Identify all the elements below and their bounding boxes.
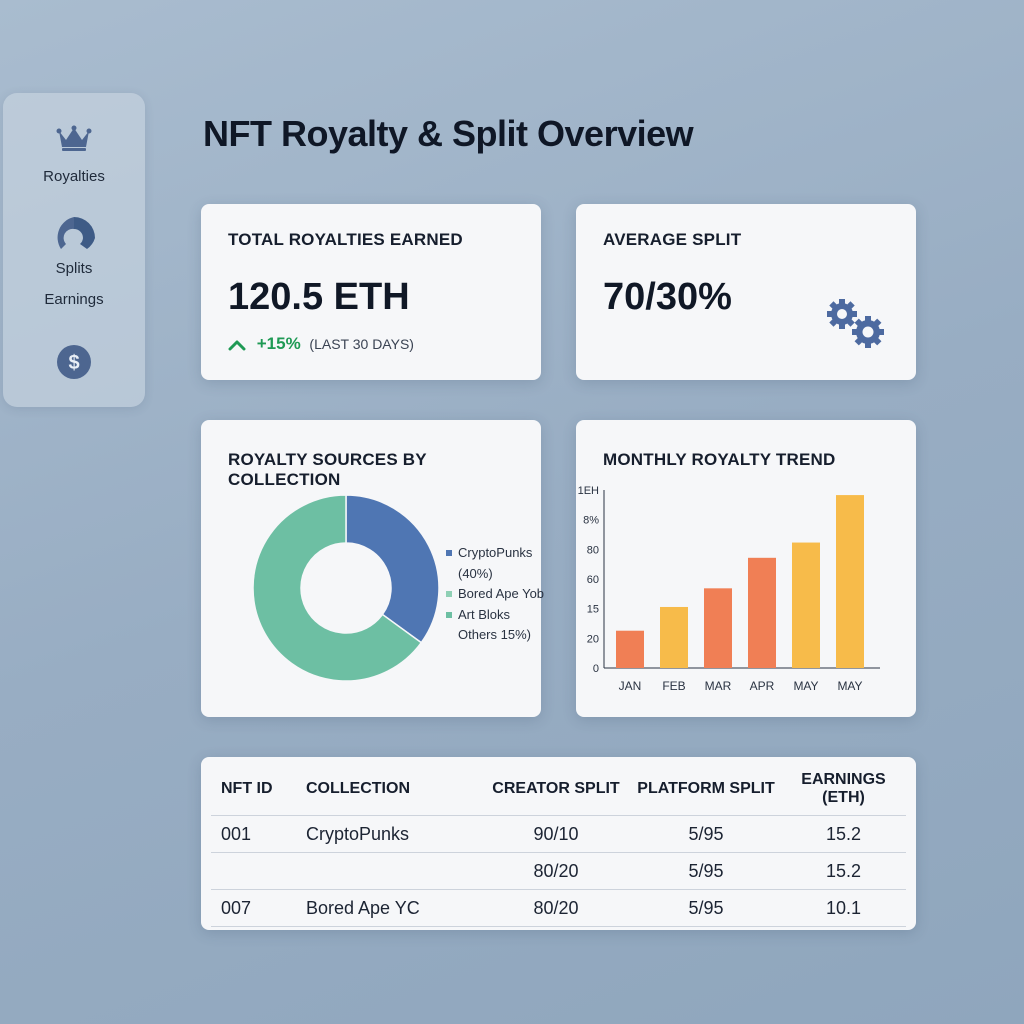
- legend-item: Art Bloks: [446, 605, 544, 626]
- cell-collection: Bored Ape YC: [306, 889, 481, 927]
- average-split-card: AVERAGE SPLIT 70/30%: [576, 204, 916, 380]
- cell-nft-id: [211, 852, 306, 890]
- column-header-nft-id[interactable]: NFT ID: [211, 771, 306, 816]
- bar[interactable]: [704, 588, 732, 668]
- legend-label: Art Bloks: [458, 606, 511, 622]
- cell-earnings: 15.2: [781, 852, 906, 890]
- legend-label: Bored Ape Yob: [458, 586, 545, 601]
- chart-legend: CryptoPunks (40%) Bored Ape Yob Art Bloks Ot…: [446, 543, 544, 646]
- cell-creator-split: 90/10: [481, 815, 631, 853]
- page-title: NFT Royalty & Split Overview: [203, 113, 694, 154]
- cell-collection: CryptoPunks: [306, 815, 481, 853]
- bar[interactable]: [792, 542, 820, 668]
- pie-chart-icon[interactable]: [53, 217, 95, 249]
- column-header-creator-split[interactable]: CREATOR SPLIT: [481, 771, 631, 816]
- bar[interactable]: [836, 495, 864, 668]
- sidebar-item-splits[interactable]: Splits: [55, 260, 93, 277]
- change-percent: +15%: [256, 334, 301, 353]
- cell-collection: [306, 852, 481, 890]
- table-header-row: NFT ID COLLECTION CREATOR SPLIT PLATFORM…: [211, 771, 906, 816]
- y-tick-label: 20: [587, 633, 599, 645]
- splits-table-card: NFT ID COLLECTION CREATOR SPLIT PLATFORM…: [201, 757, 916, 930]
- y-tick-label: 1EH: [578, 485, 599, 497]
- cell-platform-split: 5/95: [631, 815, 781, 853]
- x-tick-label: MAY: [793, 679, 818, 693]
- total-royalties-card: TOTAL ROYALTIES EARNED 120.5 ETH +15% (L…: [201, 204, 541, 380]
- y-tick-label: 60: [587, 574, 599, 586]
- donut-slice: [345, 494, 440, 644]
- monthly-trend-card: MONTHLY ROYALTY TREND 0 20 15 60 80 8% 1EH JAN F…: [576, 420, 916, 717]
- cell-creator-split: 80/20: [481, 852, 631, 890]
- y-tick-label: 15: [587, 604, 599, 616]
- donut-chart: [252, 494, 440, 682]
- y-tick-label: 8%: [583, 515, 599, 527]
- bar[interactable]: [660, 606, 688, 668]
- bar-chart: 0 20 15 60 80 8% 1EH JAN FEB MAR APR MAY MAY: [578, 485, 880, 693]
- total-royalties-value: 120.5 ETH: [228, 276, 410, 318]
- x-tick-label: MAY: [837, 679, 862, 693]
- legend-item: (40%): [446, 564, 544, 585]
- royalty-sources-card: ROYALTY SOURCES BY COLLECTION CryptoPunk…: [201, 420, 544, 717]
- y-tick-label: 0: [593, 663, 599, 675]
- table-row[interactable]: 001 CryptoPunks 90/10 5/95 15.2: [211, 815, 906, 853]
- card-title: MONTHLY ROYALTY TREND: [603, 450, 836, 469]
- card-title: AVERAGE SPLIT: [603, 230, 742, 249]
- bar[interactable]: [616, 630, 644, 668]
- table-row[interactable]: 80/20 5/95 15.2: [211, 852, 906, 890]
- legend-item: Others 15%): [446, 625, 544, 646]
- bar[interactable]: [748, 557, 776, 668]
- chevron-up-icon: [228, 340, 246, 351]
- crown-icon[interactable]: [56, 123, 92, 153]
- legend-item: CryptoPunks: [446, 543, 544, 564]
- cell-creator-split: 80/20: [481, 889, 631, 927]
- legend-swatch: [446, 611, 452, 618]
- legend-label: CryptoPunks: [458, 545, 533, 560]
- legend-swatch: [446, 591, 452, 597]
- x-tick-label: MAR: [705, 679, 732, 693]
- donut-slice: [252, 494, 423, 682]
- column-header-platform-split[interactable]: PLATFORM SPLIT: [631, 771, 781, 816]
- x-tick-label: APR: [750, 679, 775, 693]
- change-note: (LAST 30 DAYS): [309, 336, 414, 352]
- gears-icon: [827, 299, 884, 348]
- sidebar: Royalties Splits Earnings $: [3, 93, 145, 407]
- change-indicator: +15% (LAST 30 DAYS): [228, 334, 414, 354]
- sidebar-item-earnings[interactable]: Earnings: [44, 291, 104, 308]
- legend-swatch: [446, 550, 452, 556]
- dollar-icon[interactable]: $: [56, 344, 92, 380]
- splits-table: NFT ID COLLECTION CREATOR SPLIT PLATFORM…: [211, 771, 906, 927]
- card-title: ROYALTY SOURCES BY COLLECTION: [228, 450, 427, 489]
- cell-platform-split: 5/95: [631, 889, 781, 927]
- column-header-collection[interactable]: COLLECTION: [306, 771, 481, 816]
- legend-item: Bored Ape Yob: [446, 584, 544, 605]
- legend-label: Others 15%): [458, 627, 531, 642]
- cell-nft-id: 007: [211, 889, 306, 927]
- average-split-value: 70/30%: [603, 276, 732, 318]
- cell-earnings: 10.1: [781, 889, 906, 927]
- cell-earnings: 15.2: [781, 815, 906, 853]
- cell-nft-id: 001: [211, 815, 306, 853]
- table-row[interactable]: 007 Bored Ape YC 80/20 5/95 10.1: [211, 889, 906, 927]
- cell-platform-split: 5/95: [631, 852, 781, 890]
- sidebar-item-royalties[interactable]: Royalties: [43, 168, 105, 185]
- legend-label: (40%): [458, 565, 493, 581]
- card-title: TOTAL ROYALTIES EARNED: [228, 230, 463, 249]
- x-tick-label: FEB: [662, 679, 685, 693]
- column-header-earnings[interactable]: EARNINGS (ETH): [781, 771, 906, 816]
- svg-text:$: $: [68, 352, 79, 374]
- y-tick-label: 80: [587, 544, 599, 556]
- x-tick-label: JAN: [619, 679, 642, 693]
